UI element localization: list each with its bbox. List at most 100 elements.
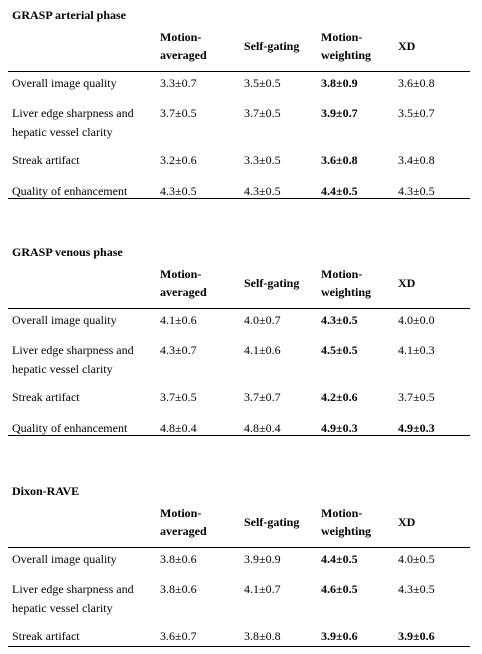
value-cell: 4.8±0.4 — [160, 421, 197, 435]
column-header: Motion-averaged — [160, 265, 207, 301]
row-label: Overall image quality — [12, 550, 117, 569]
row-label-line: Streak artifact — [12, 390, 80, 404]
column-header-line: averaged — [160, 285, 207, 299]
column-header-line: Motion- — [321, 30, 363, 44]
value-cell: 4.0±0.7 — [244, 313, 281, 327]
table-rule-bottom — [8, 646, 470, 647]
value-cell: 3.9±0.7 — [321, 106, 358, 120]
value-cell: 3.8±0.8 — [244, 629, 281, 643]
value-cell: 3.8±0.6 — [160, 552, 197, 566]
value-cell: 3.7±0.7 — [244, 390, 281, 404]
table-rule-top — [8, 308, 470, 309]
section-title: GRASP venous phase — [12, 245, 123, 259]
row-label: Streak artifact — [12, 151, 80, 170]
value-cell: 3.9±0.6 — [398, 629, 435, 643]
value-cell: 3.6±0.7 — [160, 629, 197, 643]
value-cell: 4.3±0.5 — [398, 184, 435, 198]
value-cell: 3.5±0.5 — [244, 76, 281, 90]
value-cell: 3.7±0.5 — [398, 390, 435, 404]
row-label: Liver edge sharpness and hepatic vessel c… — [12, 580, 134, 618]
value-cell: 4.4±0.5 — [321, 184, 358, 198]
value-cell: 4.1±0.6 — [244, 343, 281, 357]
value-cell: 4.5±0.5 — [321, 343, 358, 357]
value-cell: 3.7±0.5 — [160, 390, 197, 404]
column-header-line: averaged — [160, 524, 207, 538]
column-header-line: Motion- — [321, 506, 363, 520]
value-cell: 3.6±0.8 — [321, 153, 358, 167]
value-cell: 4.8±0.4 — [244, 421, 281, 435]
row-label-line: Quality of enhancement — [12, 421, 128, 435]
value-cell: 4.2±0.6 — [321, 390, 358, 404]
row-label-line: hepatic vessel clarity — [12, 362, 113, 376]
row-label-line: Overall image quality — [12, 552, 117, 566]
column-header: Motion-weighting — [321, 265, 371, 301]
value-cell: 3.4±0.8 — [398, 153, 435, 167]
column-header: Motion-weighting — [321, 504, 371, 540]
row-label: Liver edge sharpness and hepatic vessel c… — [12, 341, 134, 379]
value-cell: 3.2±0.6 — [160, 153, 197, 167]
value-cell: 3.3±0.7 — [160, 76, 197, 90]
row-label: Quality of enhancement — [12, 182, 127, 201]
table-row: Overall image quality 4.1±0.6 4.0±0.7 4.3±0… — [0, 311, 482, 330]
table-row: Streak artifact 3.6±0.7 3.8±0.8 3.9±0.6 3.9±… — [0, 627, 482, 646]
row-label: Liver edge sharpness and hepatic vessel c… — [12, 104, 134, 142]
table-rule-bottom — [8, 435, 470, 436]
table-row: Quality of enhancement 4.8±0.4 4.8±0.4 4.9±… — [0, 419, 482, 438]
row-label: Streak artifact — [12, 388, 80, 407]
value-cell: 4.3±0.5 — [398, 582, 435, 596]
value-cell: 3.7±0.5 — [160, 106, 197, 120]
column-header-line: XD — [398, 276, 416, 290]
column-header-line: XD — [398, 39, 416, 53]
column-header-line: weighting — [321, 48, 372, 62]
table-rule-top — [8, 547, 470, 548]
column-header: XD — [398, 274, 415, 292]
value-cell: 4.9±0.3 — [398, 421, 435, 435]
table-row: Liver edge sharpness and hepatic vessel c… — [0, 341, 482, 379]
row-label: Overall image quality — [12, 74, 117, 93]
value-cell: 3.9±0.9 — [244, 552, 281, 566]
row-label-line: Streak artifact — [12, 153, 80, 167]
value-cell: 3.7±0.5 — [244, 106, 281, 120]
table-rule-bottom — [8, 198, 470, 199]
table-row: Liver edge sharpness and hepatic vessel c… — [0, 104, 482, 142]
row-label: Overall image quality — [12, 311, 117, 330]
value-cell: 4.9±0.3 — [321, 421, 358, 435]
row-label-line: hepatic vessel clarity — [12, 125, 113, 139]
row-label-line: hepatic vessel clarity — [12, 601, 113, 615]
column-header-line: Self-gating — [244, 276, 300, 290]
row-label-line: Liver edge sharpness and — [12, 106, 134, 120]
value-cell: 4.6±0.5 — [321, 582, 358, 596]
table-rule-top — [8, 71, 470, 72]
value-cell: 4.3±0.5 — [244, 184, 281, 198]
row-label: Quality of enhancement — [12, 419, 127, 438]
row-label-line: Quality of enhancement — [12, 184, 128, 198]
table-row: Streak artifact 3.2±0.6 3.3±0.5 3.6±0.8 3.4±… — [0, 151, 482, 170]
column-header: Self-gating — [244, 37, 299, 55]
column-header: XD — [398, 513, 415, 531]
row-label-line: Streak artifact — [12, 629, 80, 643]
value-cell: 4.4±0.5 — [321, 552, 358, 566]
value-cell: 3.5±0.7 — [398, 106, 435, 120]
row-label-line: Overall image quality — [12, 76, 117, 90]
section-title: GRASP arterial phase — [12, 8, 126, 22]
row-label: Streak artifact — [12, 627, 80, 646]
value-cell: 3.8±0.6 — [160, 582, 197, 596]
column-header-line: Motion- — [160, 267, 202, 281]
column-header-line: Motion- — [160, 30, 202, 44]
value-cell: 4.3±0.7 — [160, 343, 197, 357]
column-header: XD — [398, 37, 415, 55]
table-section: GRASP arterial phase Motion-averaged Self-… — [0, 8, 482, 200]
row-label-line: Liver edge sharpness and — [12, 582, 134, 596]
value-cell: 4.1±0.6 — [160, 313, 197, 327]
row-label-line: Overall image quality — [12, 313, 117, 327]
table-section: Dixon-RAVE Motion-averaged Self-gating Moti… — [0, 484, 482, 648]
column-header-line: Self-gating — [244, 515, 300, 529]
column-header: Motion-averaged — [160, 504, 207, 540]
table-section: GRASP venous phase Motion-averaged Self-ga… — [0, 245, 482, 437]
column-header: Self-gating — [244, 513, 299, 531]
table-row: Overall image quality 3.3±0.7 3.5±0.5 3.8±0… — [0, 74, 482, 93]
row-label-line: Liver edge sharpness and — [12, 343, 134, 357]
column-header-line: XD — [398, 515, 416, 529]
column-header: Motion-averaged — [160, 28, 207, 64]
column-header-line: weighting — [321, 524, 372, 538]
